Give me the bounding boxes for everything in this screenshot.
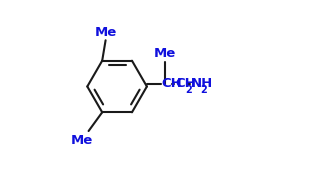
- Text: CH: CH: [161, 77, 182, 90]
- Text: NH: NH: [191, 77, 213, 90]
- Text: 2: 2: [201, 85, 207, 95]
- Text: CH: CH: [175, 77, 196, 90]
- Text: Me: Me: [71, 134, 93, 147]
- Text: 2: 2: [185, 85, 192, 95]
- Text: Me: Me: [154, 47, 176, 60]
- Text: Me: Me: [94, 26, 117, 39]
